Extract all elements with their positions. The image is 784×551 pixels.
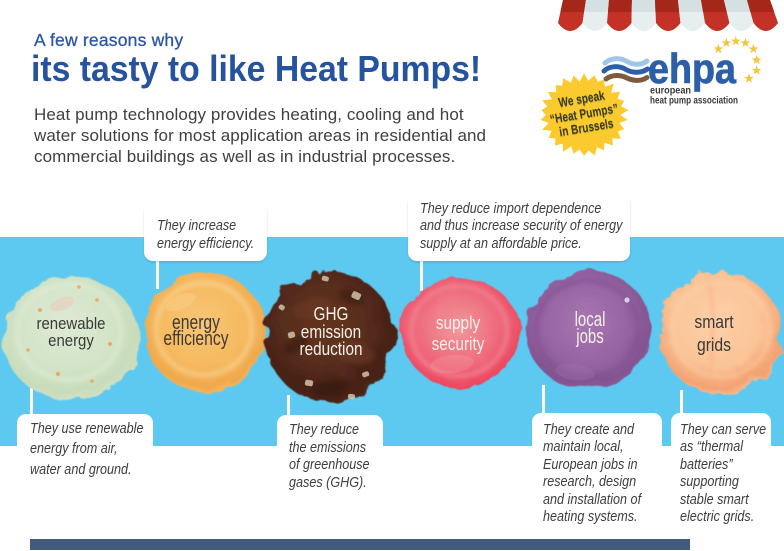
- svg-text:european: european: [650, 86, 691, 97]
- svg-text:ehpa: ehpa: [648, 45, 737, 92]
- svg-text:heat pump association: heat pump association: [650, 96, 738, 107]
